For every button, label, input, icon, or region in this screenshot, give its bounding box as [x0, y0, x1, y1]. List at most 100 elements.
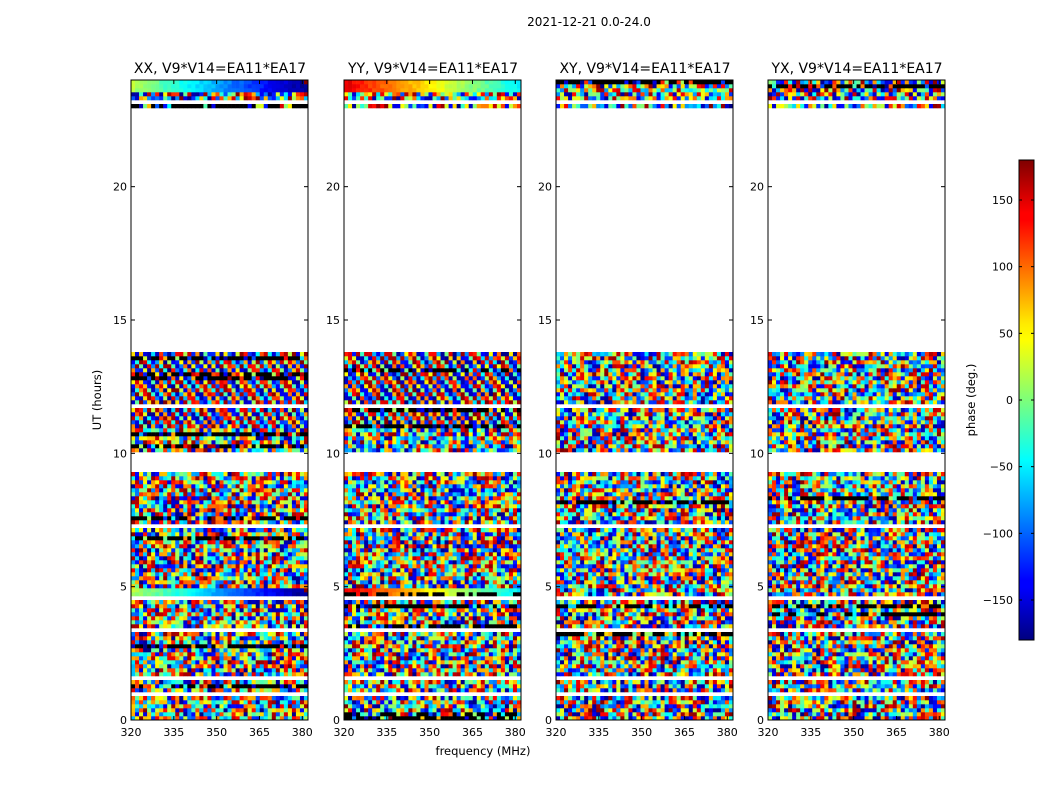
phase-cell — [227, 672, 232, 677]
phase-cell — [275, 360, 281, 365]
phase-cell — [191, 696, 196, 701]
phase-cell — [295, 484, 301, 489]
phase-cell — [219, 428, 224, 433]
phase-cell — [139, 368, 144, 373]
phase-cell — [183, 368, 188, 373]
phase-cell — [147, 556, 152, 561]
phase-cell — [195, 536, 200, 541]
phase-cell — [271, 644, 277, 649]
phase-cell — [472, 708, 478, 713]
phase-cell — [203, 480, 208, 485]
phase-cell — [271, 604, 277, 609]
phase-cell — [139, 660, 144, 665]
phase-cell — [384, 668, 389, 673]
phase-cell — [167, 400, 172, 405]
phase-cell — [143, 492, 148, 497]
phase-cell — [299, 372, 305, 377]
phase-cell — [432, 708, 437, 713]
phase-cell — [231, 660, 236, 665]
phase-cell — [143, 376, 148, 381]
phase-cell — [299, 428, 305, 433]
phase-cell — [259, 540, 265, 545]
phase-cell — [175, 492, 180, 497]
phase-cell — [352, 668, 357, 673]
phase-cell — [456, 608, 461, 613]
phase-cell — [143, 604, 148, 609]
phase-cell — [500, 652, 506, 657]
phase-cell — [215, 644, 220, 649]
phase-cell — [291, 96, 297, 101]
phase-cell — [183, 556, 188, 561]
phase-cell — [504, 656, 510, 661]
phase-cell — [263, 640, 269, 645]
phase-cell — [440, 644, 445, 649]
phase-cell — [151, 512, 156, 517]
phase-cell — [420, 664, 425, 669]
phase-cell — [255, 668, 261, 673]
phase-cell — [131, 576, 136, 581]
phase-cell — [267, 448, 273, 453]
phase-cell — [352, 612, 357, 617]
phase-cell — [295, 536, 301, 541]
phase-cell — [263, 480, 269, 485]
phase-cell — [171, 376, 176, 381]
phase-cell — [456, 668, 461, 673]
phase-cell — [500, 624, 506, 629]
phase-cell — [291, 104, 297, 109]
phase-cell — [191, 412, 196, 417]
phase-cell — [344, 620, 349, 625]
phase-cell — [143, 632, 148, 637]
phase-cell — [299, 476, 305, 481]
phase-cell — [271, 564, 277, 569]
phase-cell — [291, 496, 297, 501]
phase-cell — [219, 412, 224, 417]
phase-cell — [247, 400, 252, 405]
phase-cell — [187, 664, 192, 669]
phase-cell — [135, 96, 140, 101]
phase-cell — [516, 644, 522, 649]
phase-cell — [432, 616, 437, 621]
phase-cell — [179, 696, 184, 701]
phase-cell — [235, 508, 240, 513]
phase-cell — [504, 688, 510, 693]
phase-cell — [243, 352, 248, 357]
phase-cell — [267, 516, 273, 521]
phase-cell — [416, 656, 421, 661]
phase-cell — [424, 696, 429, 701]
phase-cell — [496, 632, 502, 637]
phase-cell — [299, 356, 305, 361]
phase-cell — [159, 544, 164, 549]
phase-cell — [380, 708, 385, 713]
phase-cell — [444, 668, 449, 673]
phase-cell — [516, 700, 522, 705]
phase-cell — [251, 92, 256, 97]
phase-cell — [279, 516, 285, 521]
phase-cell — [235, 684, 240, 689]
phase-cell — [263, 588, 269, 593]
phase-cell — [175, 472, 180, 477]
phase-cell — [299, 592, 305, 597]
phase-cell — [516, 716, 522, 721]
phase-cell — [512, 648, 518, 653]
phase-cell — [199, 432, 204, 437]
phase-cell — [436, 644, 441, 649]
phase-cell — [247, 488, 252, 493]
phase-cell — [179, 552, 184, 557]
phase-cell — [372, 668, 377, 673]
phase-cell — [223, 668, 228, 673]
phase-cell — [259, 372, 265, 377]
phase-cell — [203, 496, 208, 501]
phase-cell — [259, 580, 265, 585]
phase-cell — [275, 584, 281, 589]
phase-cell — [255, 440, 261, 445]
x-tick-label: 365 — [249, 726, 270, 739]
phase-cell — [195, 704, 200, 709]
phase-cell — [251, 528, 256, 533]
phase-cell — [476, 624, 482, 629]
phase-cell — [352, 660, 357, 665]
phase-cell — [424, 716, 429, 721]
phase-cell — [275, 704, 281, 709]
phase-cell — [480, 648, 486, 653]
phase-cell — [492, 664, 498, 669]
phase-cell — [263, 476, 269, 481]
